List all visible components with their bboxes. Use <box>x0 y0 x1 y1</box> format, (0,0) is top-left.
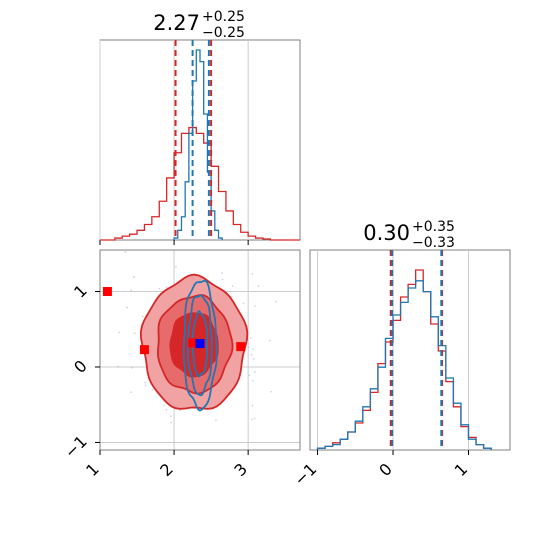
contour-ytick-label-2: 1 <box>70 281 91 302</box>
histogram-y-quantile-lines <box>389 250 444 450</box>
contour-markers <box>102 287 246 355</box>
contour-scatter-point <box>130 391 133 394</box>
contour-scatter-point <box>254 370 256 373</box>
contour-scatter-point <box>221 272 223 274</box>
contour-x-ticks: 1 2 3 <box>82 450 251 480</box>
contour-frame <box>99 249 301 451</box>
contour-scatter-point <box>268 339 271 342</box>
contour-xtick-label-2: 3 <box>230 459 251 480</box>
histogram-x-title-value: 2.27 <box>153 11 200 35</box>
contour-xtick-label-1: 2 <box>156 459 177 480</box>
contour-scatter-point <box>144 384 147 387</box>
contour-blue-outer <box>182 279 218 412</box>
contour-scatter-point <box>130 289 133 292</box>
contour-scatter-point <box>118 331 120 334</box>
histogram-panel-x: 2.27 +0.25 −0.25 <box>99 9 301 245</box>
contour-scatter-point <box>117 365 120 368</box>
tl-hist-blue-series <box>173 49 223 240</box>
histogram-y-title-lower: −0.33 <box>412 235 455 251</box>
histogram-y-frame <box>309 249 511 451</box>
contour-scatter-point <box>257 285 260 287</box>
contour-red-marker-3 <box>236 342 246 352</box>
histogram-y-xtick-label-1: 0 <box>375 459 396 480</box>
contour-scatter-point <box>165 286 168 289</box>
histogram-x-title-lower: −0.25 <box>202 25 245 41</box>
contour-scatter-point <box>221 278 224 281</box>
contour-red-marker-0 <box>102 287 112 297</box>
contour-scatter-point <box>215 419 217 422</box>
contour-scatter-point <box>175 265 177 268</box>
contour-scatter-point <box>253 417 256 420</box>
contour-scatter-point <box>158 287 161 290</box>
contour-scatter-point <box>251 348 254 351</box>
contour-scatter-point <box>142 315 144 318</box>
histogram-y-xtick-label-0: −1 <box>290 459 320 489</box>
contour-scatter-point <box>252 357 255 360</box>
contour-scatter-point <box>133 276 135 279</box>
histogram-y-title-upper: +0.35 <box>412 219 455 235</box>
contour-scatter-point <box>251 273 254 275</box>
contour-red-marker-1 <box>139 345 149 355</box>
contour-scatter-point <box>242 302 245 305</box>
histogram-x-quantile-lines <box>174 40 213 240</box>
contour-scatter-point <box>162 404 165 407</box>
contour-scatter-point <box>275 300 278 303</box>
contour-scatter-point <box>231 285 234 288</box>
contour-scatter-point <box>248 374 251 377</box>
contour-scatter-point <box>126 306 129 309</box>
contour-scatter-point <box>165 408 168 411</box>
contour-red-marker-2 <box>188 338 198 348</box>
histogram-x-series <box>100 49 300 241</box>
contour-scatter-point <box>249 336 252 339</box>
contour-scatter-point <box>251 418 253 421</box>
contour-scatter-point <box>252 379 254 382</box>
contour-scatter-point <box>202 246 204 248</box>
contour-scatter-point <box>251 404 254 407</box>
contour-scatter-point <box>103 454 105 456</box>
tl-hist-red-series <box>100 126 300 241</box>
histogram-x-grid <box>99 40 249 245</box>
histogram-x-frame <box>99 39 301 241</box>
contour-scatter-point <box>270 390 273 393</box>
contour-scatter-point <box>151 389 154 391</box>
br-hist-blue-series <box>316 280 492 450</box>
contour-blue-marker-0 <box>195 339 205 349</box>
contour-scatter-point <box>178 409 181 412</box>
contour-scatter-point <box>124 251 127 253</box>
contour-scatter-point <box>247 346 250 349</box>
histogram-x-title-upper: +0.25 <box>202 9 245 25</box>
contour-y-ticks: −1 0 1 <box>61 281 100 462</box>
histogram-panel-y: −1 0 1 0.30 +0.35 −0.33 <box>290 219 511 490</box>
contour-xtick-label-0: 1 <box>82 459 103 480</box>
contour-ytick-label-1: 0 <box>70 356 91 377</box>
contour-panel: 1 2 3 −1 0 1 <box>61 246 301 480</box>
contour-scatter-point <box>133 332 136 335</box>
contour-scatter-point <box>250 353 253 356</box>
contour-ytick-label-0: −1 <box>61 432 91 462</box>
contour-scatter-point <box>130 366 133 369</box>
contour-scatter-point <box>170 421 173 424</box>
histogram-y-title-value: 0.30 <box>363 221 410 245</box>
contour-scatter-point <box>169 415 172 418</box>
histogram-y-series <box>316 269 492 450</box>
contour-scatter-point <box>254 305 256 308</box>
contour-scatter-point <box>144 381 147 384</box>
histogram-y-x-ticks: −1 0 1 <box>290 450 471 490</box>
histogram-y-xtick-label-2: 1 <box>451 459 472 480</box>
